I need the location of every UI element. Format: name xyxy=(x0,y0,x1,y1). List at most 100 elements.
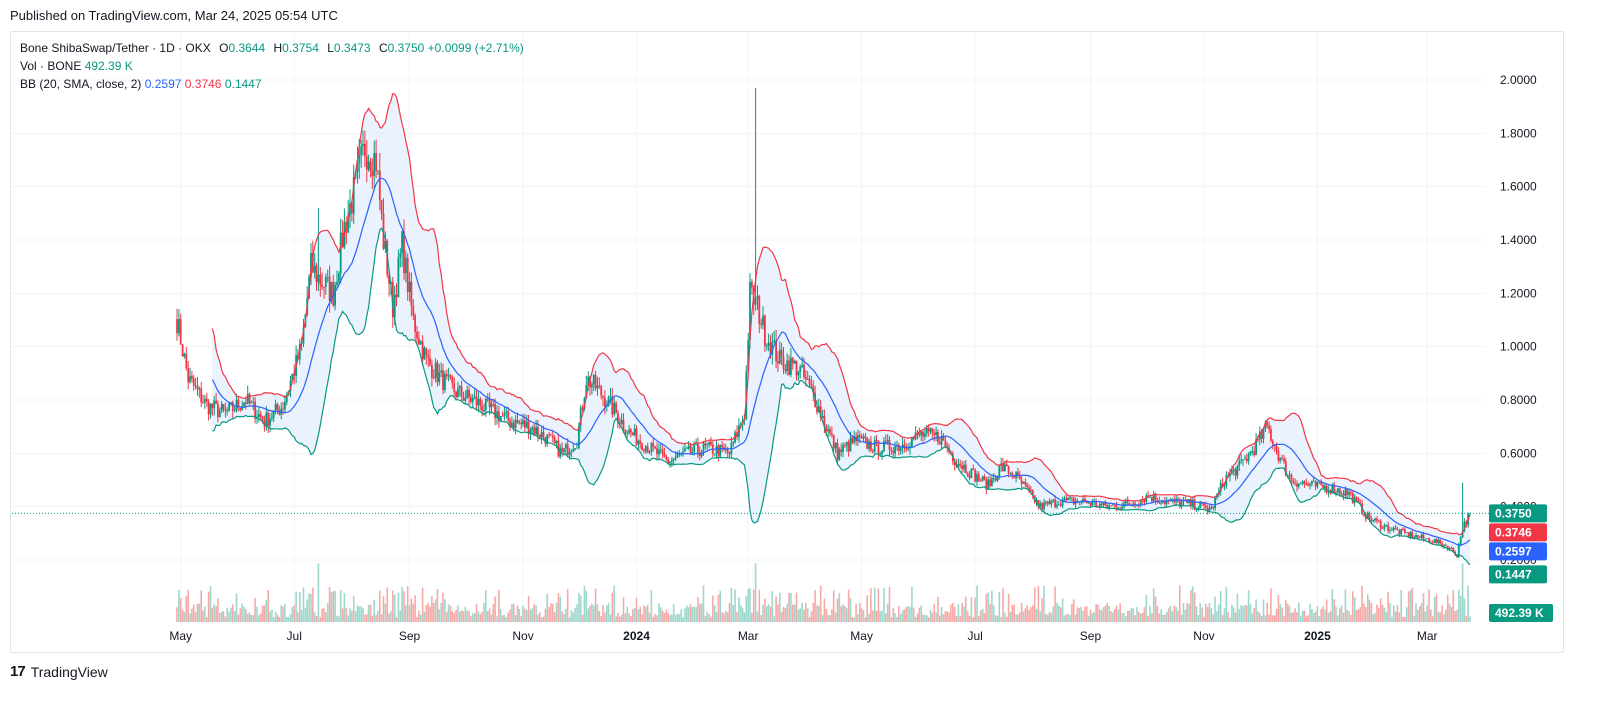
volume-bar xyxy=(289,614,292,622)
volume-bar xyxy=(271,609,273,622)
candle-body xyxy=(1046,501,1049,504)
volume-label[interactable]: Vol · BONE xyxy=(20,59,82,73)
candle-body xyxy=(1247,453,1250,462)
volume-bar xyxy=(684,608,686,622)
candle-body xyxy=(501,416,504,417)
volume-bar xyxy=(189,613,191,622)
volume-bar xyxy=(1197,615,1200,622)
volume-bar xyxy=(1459,595,1462,622)
volume-bar xyxy=(1316,606,1319,622)
volume-bar xyxy=(842,604,844,622)
candle-body xyxy=(667,459,670,464)
volume-bar xyxy=(352,595,355,622)
volume-bar xyxy=(380,614,383,622)
volume-bar xyxy=(459,611,461,622)
chart-legend: Bone ShibaSwap/Tether · 1D · OKX O0.3644… xyxy=(20,39,524,93)
volume-bar xyxy=(1342,612,1345,622)
candle-body xyxy=(1005,464,1008,466)
candle-body xyxy=(684,448,686,452)
candle-body xyxy=(393,294,396,318)
volume-bar xyxy=(395,617,398,622)
candle-body xyxy=(1069,497,1071,499)
candle-body xyxy=(479,398,482,406)
volume-bar xyxy=(239,608,242,622)
volume-bar xyxy=(857,614,859,622)
volume-bar xyxy=(447,604,450,622)
candle-body xyxy=(992,478,995,479)
candle-body xyxy=(1106,505,1109,509)
symbol-label[interactable]: Bone ShibaSwap/Tether · 1D · OKX xyxy=(20,41,211,55)
volume-bar xyxy=(1212,614,1215,622)
volume-bar xyxy=(1028,609,1030,622)
candle-body xyxy=(782,356,785,369)
candle-body xyxy=(1128,502,1131,506)
candle-body xyxy=(987,479,989,490)
candle-body xyxy=(451,377,454,384)
volume-bar xyxy=(676,613,679,622)
volume-bar xyxy=(898,606,900,622)
candle-body xyxy=(1085,501,1088,504)
candle-body xyxy=(1335,492,1337,494)
candle-body xyxy=(739,424,742,426)
volume-bar xyxy=(232,604,234,622)
volume-bar xyxy=(661,610,664,622)
candle-body xyxy=(1290,475,1293,481)
volume-bar xyxy=(466,610,468,622)
volume-bar xyxy=(860,608,863,622)
x-axis: May Jul Sep Nov 2024 Mar May Jul Sep Nov 2025 Mar xyxy=(169,629,1437,643)
volume-bar xyxy=(1041,597,1043,622)
candle-body xyxy=(1277,450,1280,461)
tradingview-footer[interactable]: 17 TradingView xyxy=(10,663,108,680)
volume-bar xyxy=(468,611,470,622)
candle-body xyxy=(183,353,186,357)
volume-bar xyxy=(496,616,498,622)
candle-body xyxy=(274,404,277,411)
candle-body xyxy=(352,177,355,214)
candle-body xyxy=(1404,529,1406,533)
volume-bar xyxy=(832,590,835,622)
candle-body xyxy=(931,428,934,433)
volume-bar xyxy=(708,613,710,622)
volume-bar xyxy=(522,605,524,622)
volume-bar xyxy=(686,605,688,622)
volume-bar xyxy=(1446,595,1449,622)
volume-bar xyxy=(654,613,656,622)
candle-body xyxy=(678,454,681,455)
candle-body xyxy=(1039,503,1042,507)
candle-body xyxy=(894,446,896,454)
volume-bar xyxy=(486,611,489,622)
volume-bar xyxy=(766,606,768,622)
volume-bar xyxy=(658,603,660,622)
volume-bar xyxy=(1180,614,1183,622)
volume-bar xyxy=(1303,610,1306,622)
volume-bar xyxy=(1126,610,1129,622)
candle-body xyxy=(1264,422,1267,429)
candle-body xyxy=(658,449,660,455)
volume-bar xyxy=(537,614,539,622)
candle-body xyxy=(505,411,508,414)
candle-body xyxy=(1018,474,1021,480)
bb-label[interactable]: BB (20, SMA, close, 2) xyxy=(20,77,142,91)
volume-bar xyxy=(1059,607,1062,622)
candle-body xyxy=(648,452,651,453)
volume-bar xyxy=(606,605,608,622)
candle-body xyxy=(1444,545,1447,547)
volume-bar xyxy=(786,603,788,622)
candle-body xyxy=(773,340,776,343)
candle-body xyxy=(1251,451,1254,452)
volume-bar xyxy=(438,609,441,622)
candle-body xyxy=(1337,488,1339,493)
candle-body xyxy=(484,398,487,410)
candle-body xyxy=(334,285,336,306)
volume-bar xyxy=(823,598,826,622)
candle-body xyxy=(1043,502,1045,510)
volume-bar xyxy=(1383,607,1386,622)
volume-bar xyxy=(931,612,934,622)
candle-body xyxy=(829,429,831,434)
volume-bar xyxy=(1225,587,1228,622)
candle-body xyxy=(406,257,409,292)
candle-body xyxy=(775,340,777,361)
candle-body xyxy=(380,200,383,214)
bb-lower-line xyxy=(212,227,1471,566)
